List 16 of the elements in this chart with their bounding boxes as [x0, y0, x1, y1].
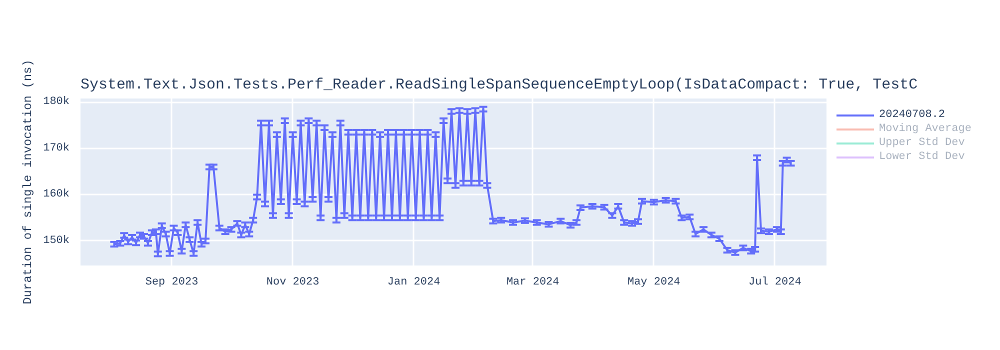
legend-label: 20240708.2	[879, 108, 946, 122]
legend-label: Upper Std Dev	[879, 136, 966, 150]
y-tick-label: 170k	[43, 142, 70, 154]
x-tick-label: Mar 2024	[506, 276, 560, 288]
legend-label: Moving Average	[879, 122, 972, 136]
x-tick-label: Nov 2023	[266, 276, 320, 288]
y-tick-label: 180k	[43, 96, 70, 108]
x-tick-label: Jan 2024	[387, 276, 441, 288]
chart-title: System.Text.Json.Tests.Perf_Reader.ReadSingleSpanSequenceEmptyLoop(IsDataCompact: True, TestC	[80, 76, 918, 94]
x-tick-label: May 2024	[627, 276, 681, 288]
y-tick-label: 160k	[43, 188, 70, 201]
y-axis-title: Duration of single invocation (ns)	[21, 60, 36, 304]
x-tick-label: Sep 2023	[145, 276, 198, 288]
legend-label: Lower Std Dev	[879, 150, 966, 164]
x-tick-label: Jul 2024	[748, 276, 802, 288]
y-tick-label: 150k	[43, 234, 70, 247]
